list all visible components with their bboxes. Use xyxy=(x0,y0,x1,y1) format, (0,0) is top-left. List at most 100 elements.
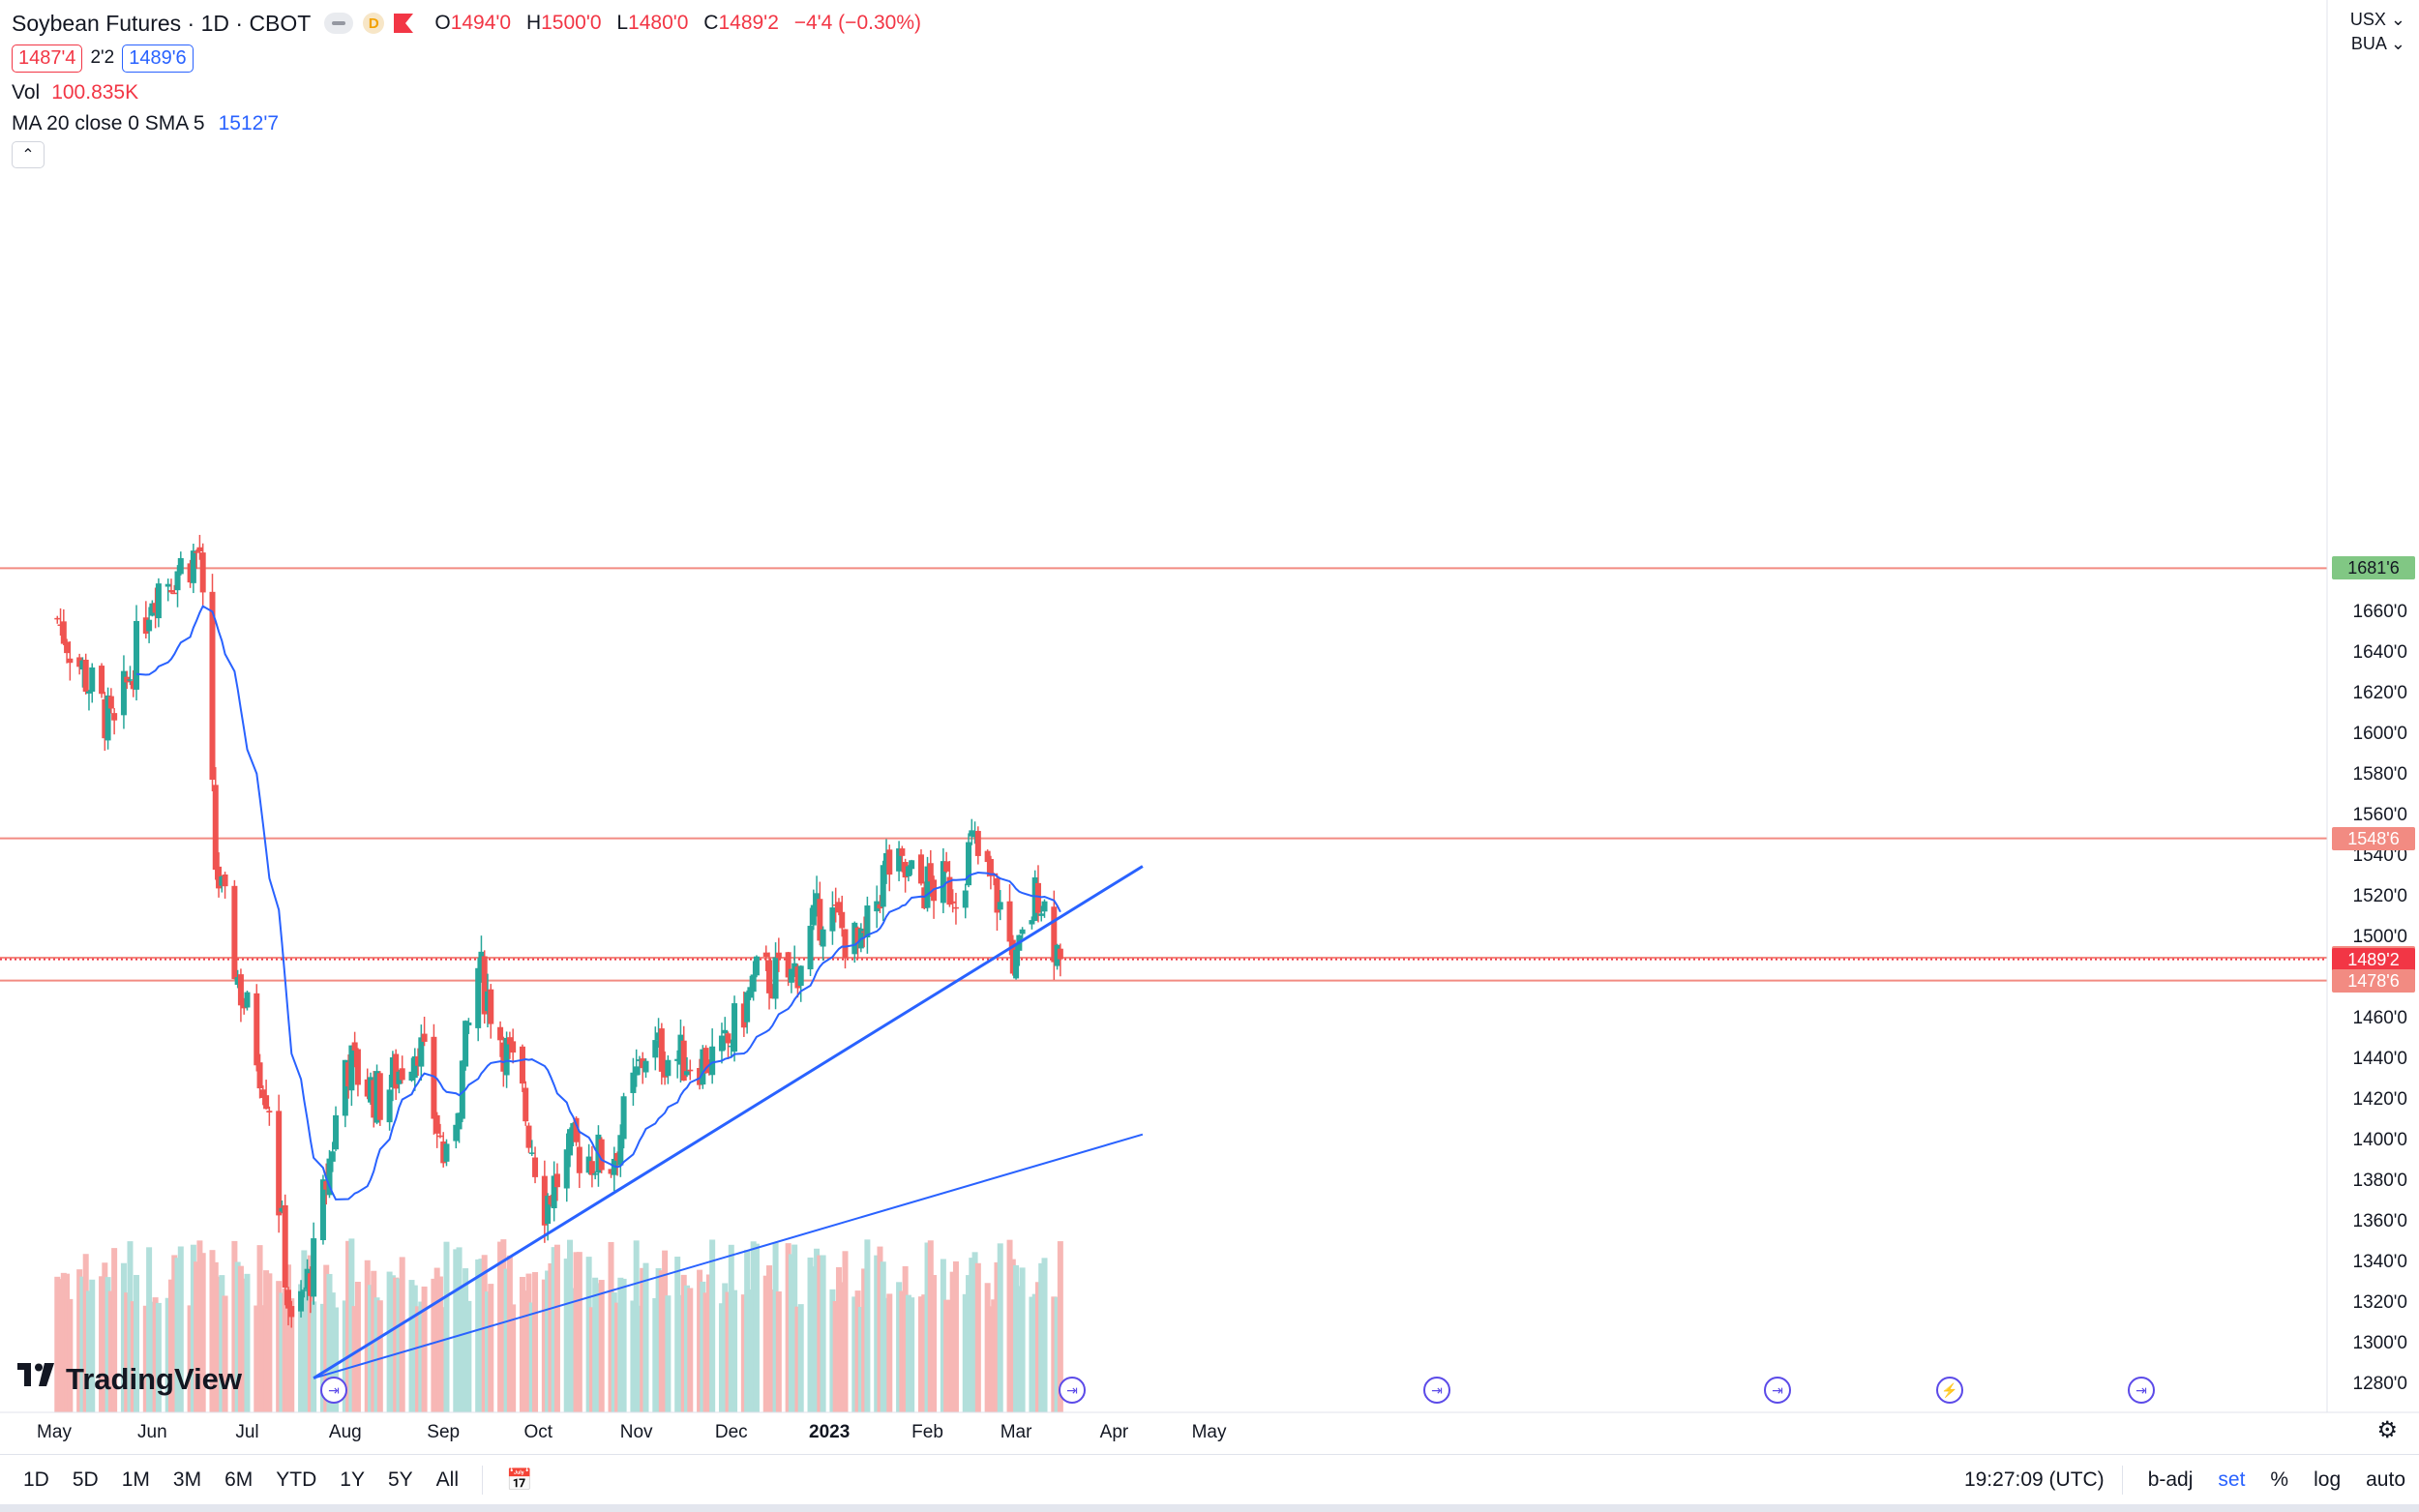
set-toggle[interactable]: set xyxy=(2218,1468,2246,1491)
unit-select[interactable]: BUA ⌄ xyxy=(2350,34,2405,53)
candle-body[interactable] xyxy=(120,670,127,716)
candle-body[interactable] xyxy=(433,1114,440,1134)
candle-body[interactable] xyxy=(687,1069,694,1072)
candle-body[interactable] xyxy=(807,926,814,970)
candle-body[interactable] xyxy=(817,899,823,941)
candle-body[interactable] xyxy=(190,550,196,583)
candle-body[interactable] xyxy=(60,621,67,644)
candle-body[interactable] xyxy=(709,1046,716,1076)
candle-body[interactable] xyxy=(750,974,757,993)
candle-body[interactable] xyxy=(326,1158,333,1196)
candle-body[interactable] xyxy=(276,1111,283,1216)
candle-body[interactable] xyxy=(700,1049,706,1085)
calendar-goto-icon[interactable]: 📅 xyxy=(506,1468,533,1492)
candle-body[interactable] xyxy=(917,854,924,884)
candle-body[interactable] xyxy=(680,1040,687,1082)
candle-body[interactable] xyxy=(528,1152,535,1154)
candle-body[interactable] xyxy=(418,1037,425,1067)
candle-body[interactable] xyxy=(386,1089,393,1123)
candle-body[interactable] xyxy=(105,695,111,741)
candle-body[interactable] xyxy=(1013,949,1020,979)
currency-unit-selector[interactable]: USX ⌄ BUA ⌄ xyxy=(2350,8,2405,56)
candle-body[interactable] xyxy=(368,1077,373,1103)
tradingview-logo[interactable]: TradingView xyxy=(17,1362,242,1397)
candle-body[interactable] xyxy=(1041,901,1048,912)
candle-body[interactable] xyxy=(747,987,754,998)
candle-body[interactable] xyxy=(541,1175,548,1226)
candle-body[interactable] xyxy=(319,1179,326,1240)
candle-body[interactable] xyxy=(298,1290,305,1312)
candle-body[interactable] xyxy=(905,866,911,876)
candle-body[interactable] xyxy=(212,785,219,871)
candle-body[interactable] xyxy=(323,1181,330,1190)
candle-body[interactable] xyxy=(484,991,491,1012)
candle-body[interactable] xyxy=(111,713,118,721)
candle-body[interactable] xyxy=(924,866,931,908)
candle-body[interactable] xyxy=(443,1143,450,1162)
candle-body[interactable] xyxy=(1038,913,1045,916)
candle-body[interactable] xyxy=(576,1146,582,1173)
candle-body[interactable] xyxy=(82,659,89,693)
candle-body[interactable] xyxy=(551,1175,557,1209)
candle-body[interactable] xyxy=(832,904,839,906)
candle-body[interactable] xyxy=(617,1135,624,1166)
candle-body[interactable] xyxy=(705,1067,712,1073)
candle-body[interactable] xyxy=(702,1048,709,1074)
auto-toggle[interactable]: auto xyxy=(2366,1468,2405,1491)
candle-body[interactable] xyxy=(1029,920,1035,925)
candle-body[interactable] xyxy=(839,911,846,929)
candle-body[interactable] xyxy=(301,1290,308,1291)
candle-body[interactable] xyxy=(949,901,956,904)
volume-label[interactable]: Vol xyxy=(12,81,41,104)
candle-body[interactable] xyxy=(909,860,915,870)
ma-label[interactable]: MA 20 close 0 SMA 5 xyxy=(12,112,205,134)
trend-line[interactable] xyxy=(313,1133,1144,1379)
candle-body[interactable] xyxy=(282,1204,288,1289)
candle-body[interactable] xyxy=(408,1071,415,1082)
candle-body[interactable] xyxy=(788,968,794,983)
candle-body[interactable] xyxy=(99,666,105,695)
candle-body[interactable] xyxy=(503,1037,510,1076)
candle-body[interactable] xyxy=(259,1089,266,1099)
candle-body[interactable] xyxy=(854,927,861,945)
candle-body[interactable] xyxy=(598,1139,605,1171)
flag-icon[interactable] xyxy=(394,14,414,33)
candle-body[interactable] xyxy=(797,965,804,987)
candle-body[interactable] xyxy=(431,1036,437,1119)
candle-body[interactable] xyxy=(652,1040,659,1058)
candle-body[interactable] xyxy=(76,657,83,667)
candle-body[interactable] xyxy=(880,865,886,907)
candle-body[interactable] xyxy=(684,1071,690,1076)
candle-body[interactable] xyxy=(342,1059,348,1116)
candle-body[interactable] xyxy=(630,1072,637,1093)
candle-body[interactable] xyxy=(345,1062,352,1087)
candle-body[interactable] xyxy=(633,1066,640,1076)
candle-body[interactable] xyxy=(85,691,92,694)
candle-body[interactable] xyxy=(592,1173,599,1175)
candle-body[interactable] xyxy=(886,849,893,875)
candle-body[interactable] xyxy=(237,974,244,1006)
candle-body[interactable] xyxy=(440,1141,447,1164)
candle-body[interactable] xyxy=(89,667,96,693)
candle-body[interactable] xyxy=(124,676,131,683)
price-chart[interactable] xyxy=(0,0,2419,1451)
buy-price-button[interactable]: 1489'6 xyxy=(122,44,194,73)
candle-body[interactable] xyxy=(614,1152,621,1161)
candle-body[interactable] xyxy=(364,1079,371,1097)
candle-body[interactable] xyxy=(966,842,972,886)
candle-body[interactable] xyxy=(421,1033,428,1042)
candle-body[interactable] xyxy=(453,1124,460,1141)
candle-body[interactable] xyxy=(921,887,928,908)
candle-body[interactable] xyxy=(134,620,140,690)
candle-body[interactable] xyxy=(284,1290,291,1309)
candle-body[interactable] xyxy=(254,993,260,1066)
candle-body[interactable] xyxy=(371,1080,377,1118)
candle-body[interactable] xyxy=(219,876,225,886)
candle-body[interactable] xyxy=(1057,948,1063,960)
candle-body[interactable] xyxy=(54,617,61,620)
candle-body[interactable] xyxy=(519,1046,525,1084)
candle-body[interactable] xyxy=(753,956,760,976)
candle-body[interactable] xyxy=(475,967,482,1028)
candle-body[interactable] xyxy=(548,1196,554,1205)
candle-body[interactable] xyxy=(677,1034,684,1065)
